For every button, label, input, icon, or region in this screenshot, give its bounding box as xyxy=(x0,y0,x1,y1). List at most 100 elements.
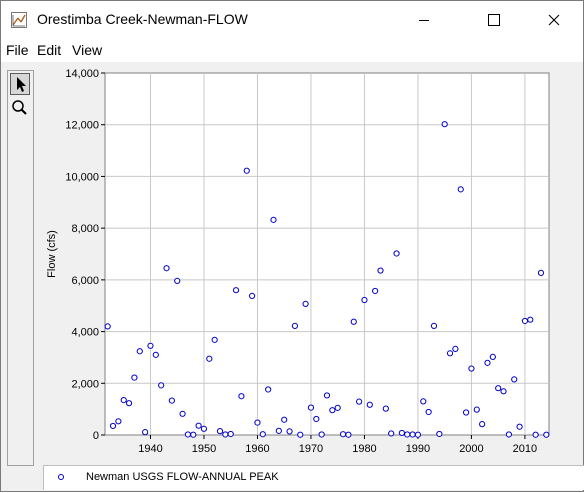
data-point[interactable] xyxy=(457,186,464,193)
data-point[interactable] xyxy=(511,376,518,383)
data-point[interactable] xyxy=(125,400,133,407)
data-point[interactable] xyxy=(302,300,309,308)
data-point[interactable] xyxy=(441,121,448,128)
data-point[interactable] xyxy=(382,405,389,412)
x-tick-label: 2010 xyxy=(513,443,537,455)
data-point[interactable] xyxy=(142,429,149,436)
x-tick-label: 1950 xyxy=(192,443,216,455)
data-point[interactable] xyxy=(527,316,534,323)
data-point[interactable] xyxy=(265,386,272,393)
data-point[interactable] xyxy=(222,431,229,438)
data-point[interactable] xyxy=(286,428,293,435)
data-point[interactable] xyxy=(495,385,502,392)
data-point[interactable] xyxy=(249,292,256,299)
data-point[interactable] xyxy=(462,409,470,416)
data-point[interactable] xyxy=(537,269,545,276)
data-point[interactable] xyxy=(505,431,512,438)
data-point[interactable] xyxy=(259,431,266,438)
data-point[interactable] xyxy=(339,431,347,438)
data-point[interactable] xyxy=(372,287,379,295)
pointer-icon xyxy=(17,77,26,92)
data-point[interactable] xyxy=(473,406,480,413)
data-point[interactable] xyxy=(174,277,181,284)
pointer-tool-button[interactable] xyxy=(10,73,30,95)
data-point[interactable] xyxy=(361,296,368,304)
y-tick-label: 4,000 xyxy=(71,327,99,339)
data-point[interactable] xyxy=(195,422,202,429)
data-point[interactable] xyxy=(329,407,336,414)
data-point[interactable] xyxy=(425,408,432,416)
data-point[interactable] xyxy=(104,323,111,330)
data-point[interactable] xyxy=(420,398,427,405)
data-point[interactable] xyxy=(109,422,117,430)
data-point[interactable] xyxy=(516,423,523,430)
x-tick-label: 1980 xyxy=(352,443,376,455)
data-point[interactable] xyxy=(147,342,154,349)
data-points xyxy=(104,121,550,438)
data-point[interactable] xyxy=(136,348,143,355)
data-point[interactable] xyxy=(254,419,261,426)
data-point[interactable] xyxy=(307,404,315,411)
data-point[interactable] xyxy=(152,351,159,358)
data-point[interactable] xyxy=(232,287,240,294)
data-point[interactable] xyxy=(184,431,192,438)
menu-edit[interactable]: Edit xyxy=(37,42,62,58)
data-point[interactable] xyxy=(430,322,438,329)
data-point[interactable] xyxy=(404,431,411,438)
data-point[interactable] xyxy=(275,427,282,434)
data-point[interactable] xyxy=(200,425,208,432)
data-point[interactable] xyxy=(179,410,186,417)
data-point[interactable] xyxy=(355,398,363,405)
data-point[interactable] xyxy=(350,318,357,325)
data-point[interactable] xyxy=(206,355,213,362)
data-point[interactable] xyxy=(211,336,218,343)
data-point[interactable] xyxy=(366,401,373,408)
data-point[interactable] xyxy=(489,353,496,361)
data-point[interactable] xyxy=(297,431,304,438)
data-point[interactable] xyxy=(532,431,539,438)
data-point[interactable] xyxy=(479,421,486,428)
title-bar[interactable]: Orestimba Creek-Newman-FLOW xyxy=(1,1,583,38)
data-point[interactable] xyxy=(115,418,122,425)
data-point[interactable] xyxy=(243,167,250,174)
data-point[interactable] xyxy=(163,265,170,272)
data-point[interactable] xyxy=(227,430,234,438)
data-point[interactable] xyxy=(393,250,400,257)
data-point[interactable] xyxy=(281,416,288,423)
data-point[interactable] xyxy=(313,415,320,423)
data-point[interactable] xyxy=(345,431,352,438)
zoom-tool-button[interactable] xyxy=(10,98,30,120)
data-point[interactable] xyxy=(291,322,299,329)
data-point[interactable] xyxy=(168,397,175,404)
data-point[interactable] xyxy=(377,267,384,274)
data-point[interactable] xyxy=(388,430,395,437)
data-point[interactable] xyxy=(216,428,224,435)
data-point[interactable] xyxy=(500,388,507,395)
data-point[interactable] xyxy=(131,374,138,381)
close-button[interactable] xyxy=(531,1,577,38)
data-point[interactable] xyxy=(414,431,422,438)
data-point[interactable] xyxy=(484,359,491,366)
menu-view[interactable]: View xyxy=(72,42,103,58)
data-point[interactable] xyxy=(120,396,127,404)
data-point[interactable] xyxy=(334,404,341,411)
data-point[interactable] xyxy=(270,216,277,223)
data-point[interactable] xyxy=(452,345,459,352)
y-tick-label: 0 xyxy=(93,430,99,442)
data-point[interactable] xyxy=(468,365,475,372)
data-point[interactable] xyxy=(323,392,331,399)
data-point[interactable] xyxy=(446,350,454,357)
data-point[interactable] xyxy=(543,431,550,438)
menu-file[interactable]: File xyxy=(6,42,29,58)
data-point[interactable] xyxy=(436,430,443,438)
data-point[interactable] xyxy=(238,393,245,400)
data-point[interactable] xyxy=(190,431,197,438)
maximize-button[interactable] xyxy=(471,1,517,38)
data-point[interactable] xyxy=(521,317,529,325)
data-point[interactable] xyxy=(158,382,165,389)
minimize-button[interactable] xyxy=(401,1,447,38)
data-point[interactable] xyxy=(409,431,416,438)
data-point[interactable] xyxy=(318,431,325,438)
data-point[interactable] xyxy=(398,429,405,437)
